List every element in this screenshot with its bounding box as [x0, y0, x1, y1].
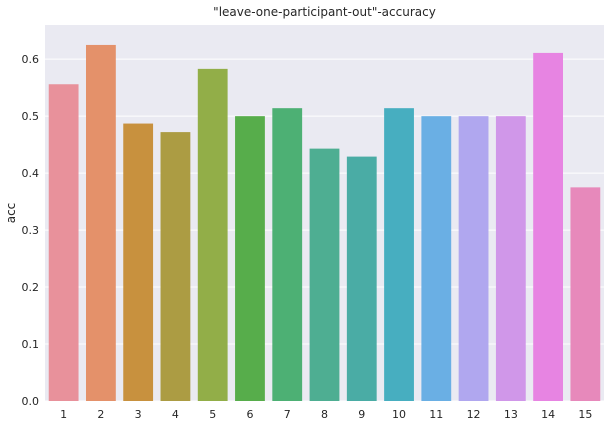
bar-15 [570, 187, 601, 401]
x-tick-label: 1 [60, 408, 67, 421]
chart-title: "leave-one-participant-out"-accuracy [213, 5, 436, 19]
bar-2 [85, 44, 116, 401]
bar-4 [160, 132, 191, 401]
x-tick-label: 3 [135, 408, 142, 421]
x-tick-label: 14 [541, 408, 555, 421]
x-tick-label: 5 [209, 408, 216, 421]
x-tick-label: 10 [392, 408, 406, 421]
x-tick-label: 15 [578, 408, 592, 421]
bar-14 [533, 52, 564, 401]
y-tick-label: 0.0 [22, 395, 40, 408]
y-axis-label: acc [4, 203, 18, 224]
bars [48, 44, 601, 402]
bar-6 [235, 116, 265, 401]
x-tick-label: 7 [284, 408, 291, 421]
y-tick-label: 0.2 [22, 281, 40, 294]
x-tick-label: 12 [467, 408, 481, 421]
y-tick-label: 0.4 [22, 167, 40, 180]
x-tick-labels: 1 2 3 4 5 6 7 8 9 10 11 12 13 14 15 [60, 408, 592, 421]
y-tick-label: 0.5 [22, 110, 40, 123]
x-tick-label: 6 [246, 408, 253, 421]
bar-9 [346, 156, 377, 401]
x-tick-label: 2 [97, 408, 104, 421]
bar-3 [123, 123, 154, 401]
bar-5 [197, 68, 228, 401]
x-tick-label: 8 [321, 408, 328, 421]
bar-13 [495, 116, 526, 401]
bar-7 [272, 108, 303, 402]
y-tick-label: 0.1 [22, 338, 40, 351]
y-tick-labels: 0.0 0.1 0.2 0.3 0.4 0.5 0.6 [22, 53, 40, 408]
x-tick-label: 4 [172, 408, 179, 421]
bar-10 [384, 108, 414, 402]
bar-12 [458, 116, 489, 401]
x-tick-label: 11 [429, 408, 443, 421]
y-tick-label: 0.3 [22, 224, 40, 237]
bar-1 [48, 84, 79, 402]
x-tick-label: 13 [504, 408, 518, 421]
x-tick-label: 9 [358, 408, 365, 421]
bar-8 [309, 148, 340, 401]
y-tick-label: 0.6 [22, 53, 40, 66]
bar-11 [421, 116, 452, 401]
